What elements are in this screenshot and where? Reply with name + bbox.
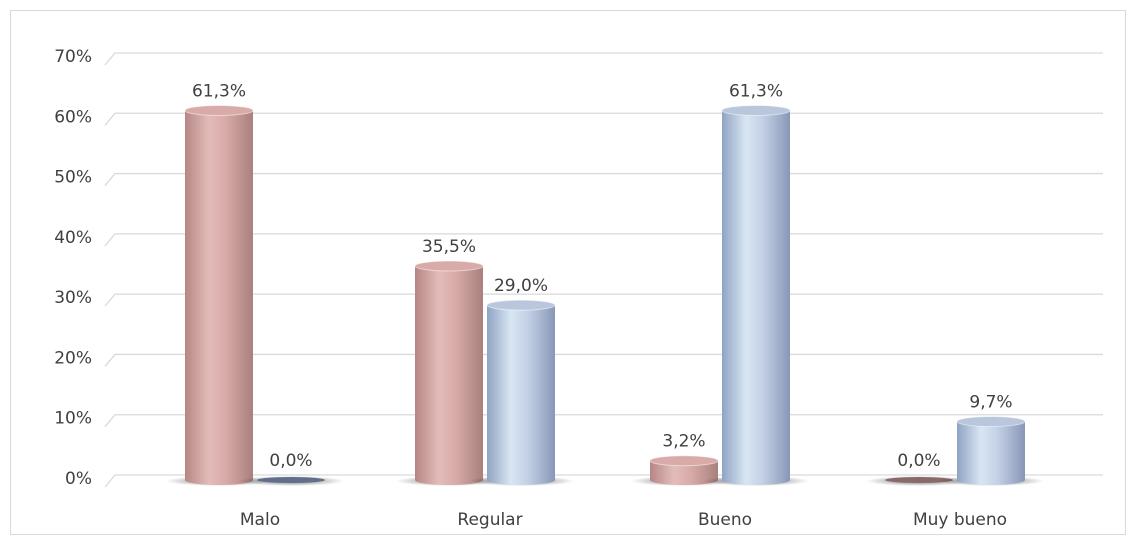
data-label: 9,7% <box>969 393 1012 413</box>
y-tick-label: 20% <box>54 348 92 368</box>
gridline <box>104 172 1103 186</box>
y-tick-label: 50% <box>54 168 92 188</box>
gridline <box>104 233 1103 247</box>
gridline <box>104 353 1103 367</box>
category-label: Muy bueno <box>913 510 1007 530</box>
category-label: Bueno <box>698 510 752 530</box>
gridline <box>104 293 1103 307</box>
y-tick-label: 70% <box>54 47 92 67</box>
y-tick-label: 60% <box>54 107 92 127</box>
y-tick-label: 10% <box>54 409 92 429</box>
data-label: 0,0% <box>269 451 312 471</box>
bar-malo-series2 <box>237 476 345 486</box>
category-label: Regular <box>457 510 522 530</box>
gridline <box>104 414 1103 428</box>
data-label: 0,0% <box>897 451 940 471</box>
bar-muy-bueno-series2 <box>937 416 1045 486</box>
category-label: Malo <box>240 510 280 530</box>
data-label: 3,2% <box>662 432 705 452</box>
y-tick-label: 0% <box>65 469 92 489</box>
data-label: 61,3% <box>192 81 246 101</box>
gridline <box>104 52 1103 66</box>
data-label: 29,0% <box>494 276 548 296</box>
data-label: 61,3% <box>729 81 783 101</box>
y-tick-label: 30% <box>54 288 92 308</box>
bar-bueno-series2 <box>702 104 810 486</box>
data-label: 35,5% <box>422 237 476 257</box>
bar-malo-series1 <box>165 104 273 486</box>
gridline <box>104 112 1103 126</box>
bar-regular-series2 <box>467 299 575 486</box>
y-tick-label: 40% <box>54 228 92 248</box>
